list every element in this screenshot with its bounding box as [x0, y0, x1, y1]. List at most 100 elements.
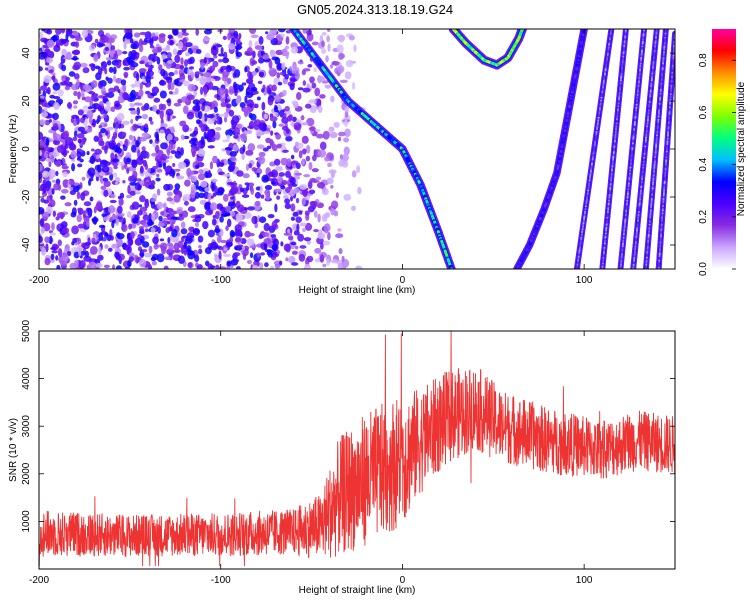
heatmap-cell: [274, 188, 283, 193]
heatmap-cell: [61, 64, 67, 72]
heatmap-cell: [91, 148, 95, 152]
heatmap-cell: [356, 165, 361, 174]
heatmap-cell: [251, 70, 257, 76]
heatmap-cell: [328, 169, 337, 174]
heatmap-cell: [290, 154, 295, 160]
heatmap-cell: [276, 72, 281, 79]
heatmap-cell: [341, 255, 345, 263]
heatmap-cell: [113, 85, 120, 92]
heatmap-cell: [123, 40, 131, 45]
heatmap-cell: [220, 65, 228, 71]
heatmap-cell: [235, 266, 241, 269]
heatmap-cell: [81, 176, 86, 181]
heatmap-cell: [48, 235, 53, 245]
heatmap-cell: [329, 131, 338, 139]
heatmap-cell: [259, 216, 267, 223]
heatmap-cell: [111, 214, 118, 220]
heatmap-cell: [170, 216, 178, 220]
heatmap-cell: [39, 218, 45, 225]
heatmap-cell: [115, 218, 119, 226]
heatmap-cell: [57, 239, 62, 247]
heatmap-cell: [133, 32, 141, 38]
heatmap-cell: [343, 137, 350, 143]
heatmap-cell: [101, 165, 110, 173]
heatmap-cell: [73, 105, 78, 109]
heatmap-cell: [130, 62, 139, 68]
heatmap-cell: [57, 248, 63, 257]
heatmap-cell: [339, 154, 343, 161]
heatmap-cell: [198, 169, 204, 174]
heatmap-cell: [130, 110, 138, 115]
heatmap-cell: [81, 138, 86, 145]
heatmap-cell: [322, 130, 330, 140]
heatmap-cell: [241, 82, 247, 86]
heatmap-cell: [285, 257, 289, 262]
heatmap-cell: [55, 160, 62, 168]
heatmap-cell: [157, 155, 161, 160]
heatmap-cell: [298, 150, 303, 159]
heatmap-cell: [262, 84, 266, 90]
heatmap-cell: [306, 29, 312, 36]
heatmap-cell: [39, 66, 43, 72]
heatmap-cell: [55, 255, 59, 261]
heatmap-cell: [344, 119, 348, 128]
heatmap-cell: [108, 140, 117, 148]
heatmap-cell: [139, 206, 148, 212]
heatmap-cell: [267, 252, 273, 258]
heatmap-cell: [151, 152, 159, 157]
heatmap-cell: [107, 77, 113, 84]
heatmap-cell: [268, 67, 277, 77]
heatmap-cell: [327, 43, 331, 52]
heatmap-cell: [151, 86, 160, 95]
heatmap-cell: [41, 109, 45, 113]
heatmap-cell: [104, 232, 109, 237]
heatmap-cell: [245, 150, 254, 156]
heatmap-cell: [300, 115, 305, 121]
heatmap-cell: [227, 192, 232, 197]
heatmap-cell: [158, 64, 163, 71]
heatmap-cell: [166, 148, 171, 156]
heatmap-cell: [158, 164, 163, 168]
heatmap-cell: [73, 90, 78, 97]
heatmap-cell: [293, 187, 300, 194]
heatmap-cell: [222, 57, 230, 64]
heatmap-cell: [76, 157, 80, 161]
heatmap-cell: [280, 241, 284, 247]
heatmap-cell: [285, 36, 290, 45]
heatmap-cell: [218, 266, 227, 269]
heatmap-cell: [200, 123, 206, 132]
heatmap-cell: [216, 235, 222, 243]
heatmap-cell: [77, 91, 81, 100]
heatmap-cell: [205, 210, 213, 216]
heatmap-cell: [227, 165, 235, 173]
heatmap-cell: [209, 202, 218, 211]
heatmap-cell: [206, 131, 213, 137]
heatmap-cell: [256, 144, 265, 149]
heatmap-cell: [278, 172, 286, 177]
heatmap-cell: [42, 170, 50, 178]
heatmap-cell: [128, 223, 133, 230]
heatmap-cell: [175, 209, 184, 215]
heatmap-cell: [303, 237, 312, 242]
heatmap-cell: [214, 228, 221, 234]
heatmap-cell: [139, 195, 146, 203]
heatmap-cell: [158, 103, 164, 110]
heatmap-cell: [134, 191, 141, 195]
heatmap-cell: [261, 101, 266, 111]
heatmap-cell: [177, 216, 185, 221]
heatmap-cell: [248, 39, 253, 49]
heatmap-cell: [130, 222, 137, 229]
heatmap-cell: [178, 161, 187, 169]
heatmap-cell: [87, 179, 92, 186]
heatmap-cell: [45, 158, 52, 162]
heatmap-cell: [167, 81, 172, 91]
heatmap-cell: [72, 185, 80, 193]
heatmap-cell: [262, 54, 270, 60]
heatmap-cell: [165, 227, 171, 233]
heatmap-cell: [115, 265, 122, 269]
heatmap-cell: [218, 162, 225, 167]
heatmap-cell: [215, 191, 224, 196]
heatmap-cell: [256, 252, 261, 259]
heatmap-cell: [125, 157, 131, 163]
heatmap-cell: [305, 144, 311, 154]
